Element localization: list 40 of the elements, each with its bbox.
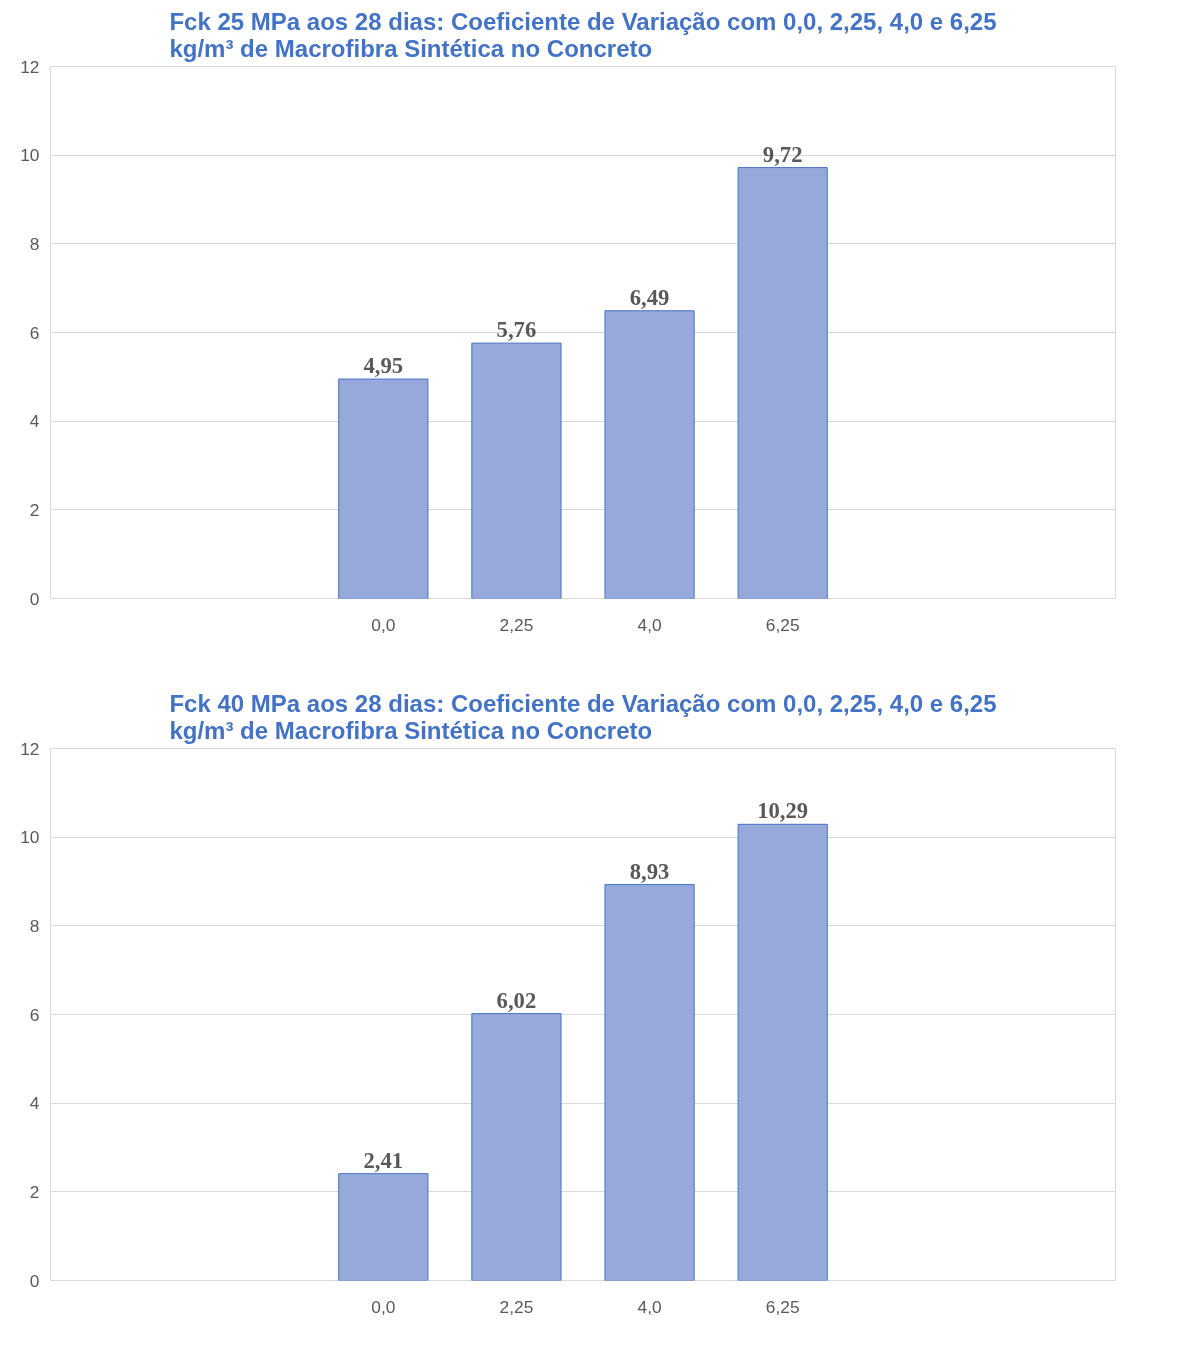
bar — [604, 310, 695, 599]
x-tick-label: 4,0 — [637, 614, 662, 635]
y-tick-label: 0 — [29, 588, 40, 609]
y-tick-label: 4 — [29, 411, 40, 432]
y-tick-label: 12 — [20, 56, 40, 77]
y-tick-label: 12 — [20, 738, 40, 759]
bar — [471, 1013, 562, 1281]
data-label: 8,93 — [629, 858, 670, 884]
y-tick-label: 6 — [29, 322, 40, 343]
bar — [338, 1173, 429, 1281]
chart-title: Fck 40 MPa aos 28 dias: Coeficiente de Variação com 0,0, 2,25, 4,0 e 6,25 kg/m³ de Macrofibra Sintética no Concreto — [169, 689, 997, 744]
data-label: 10,29 — [757, 798, 809, 824]
x-tick-label: 6,25 — [765, 614, 800, 635]
data-label: 2,41 — [363, 1147, 404, 1173]
y-tick-label: 2 — [29, 499, 40, 520]
x-tick-label: 6,25 — [765, 1296, 800, 1317]
y-tick-label: 2 — [29, 1181, 40, 1202]
x-tick-label: 4,0 — [637, 1296, 662, 1317]
x-tick-label: 2,25 — [499, 1296, 534, 1317]
y-tick-label: 10 — [20, 827, 40, 848]
y-tick-label: 8 — [29, 233, 40, 254]
data-label: 4,95 — [363, 353, 404, 379]
x-tick-label: 2,25 — [499, 614, 534, 635]
data-label: 5,76 — [496, 317, 537, 343]
x-tick-label: 0,0 — [371, 614, 396, 635]
bar — [737, 167, 828, 599]
data-label: 6,02 — [496, 987, 537, 1013]
chart-title: Fck 25 MPa aos 28 dias: Coeficiente de Variação com 0,0, 2,25, 4,0 e 6,25 kg/m³ de Macrofibra Sintética no Concreto — [169, 7, 997, 62]
y-tick-label: 6 — [29, 1004, 40, 1025]
y-tick-label: 10 — [20, 145, 40, 166]
x-tick-label: 0,0 — [371, 1296, 396, 1317]
data-label: 6,49 — [629, 284, 670, 310]
y-tick-label: 8 — [29, 915, 40, 936]
bar — [471, 342, 562, 599]
bar — [604, 884, 695, 1281]
bar — [338, 378, 429, 599]
y-tick-label: 4 — [29, 1093, 40, 1114]
y-tick-label: 0 — [29, 1270, 40, 1291]
bar — [737, 823, 828, 1281]
data-label: 9,72 — [762, 141, 803, 167]
